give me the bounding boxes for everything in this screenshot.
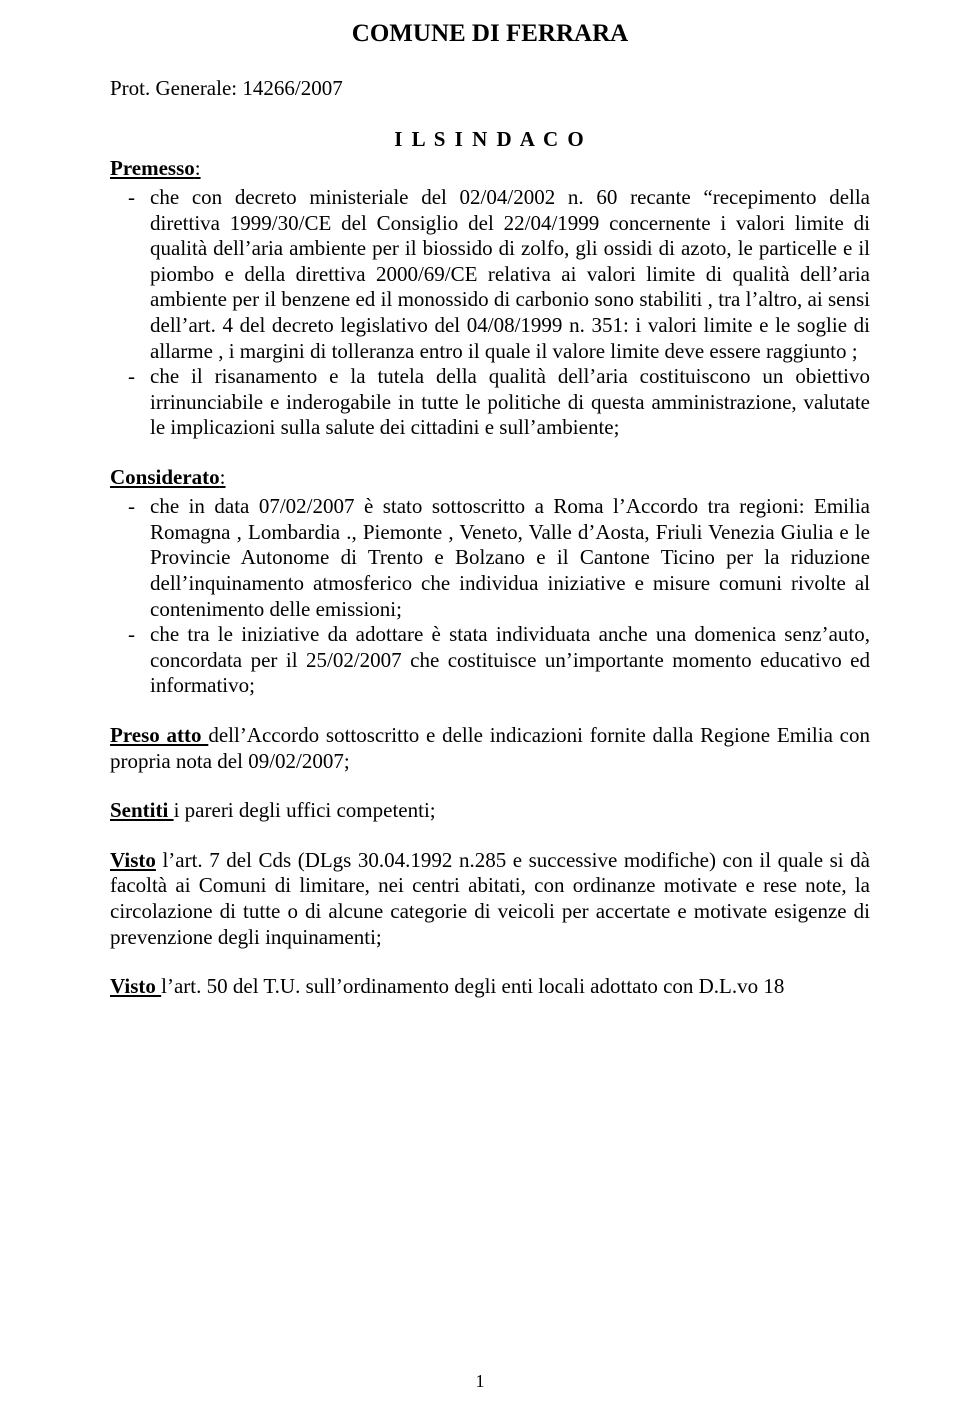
considerato-heading-text: Considerato: [110, 465, 220, 489]
premesso-heading-text: Premesso: [110, 156, 195, 180]
page-number: 1: [0, 1371, 960, 1392]
visto1-lead: Visto: [110, 848, 156, 872]
considerato-heading: Considerato:: [110, 465, 870, 490]
sentiti-rest: i pareri degli uffici competenti;: [174, 798, 436, 822]
protocol-line: Prot. Generale: 14266/2007: [110, 76, 870, 101]
document-page: COMUNE DI FERRARA Prot. Generale: 14266/…: [0, 0, 960, 1406]
list-item: che in data 07/02/2007 è stato sottoscri…: [150, 494, 870, 622]
preso-atto-rest: dell’Accordo sottoscritto e delle indica…: [110, 723, 870, 773]
considerato-list: che in data 07/02/2007 è stato sottoscri…: [110, 494, 870, 699]
visto2-paragraph: Visto l’art. 50 del T.U. sull’ordinament…: [110, 974, 870, 1000]
preso-atto-lead: Preso atto: [110, 723, 208, 747]
visto1-rest: l’art. 7 del Cds (DLgs 30.04.1992 n.285 …: [110, 848, 870, 949]
list-item: che il risanamento e la tutela della qua…: [150, 364, 870, 441]
sentiti-lead: Sentiti: [110, 798, 174, 822]
visto1-paragraph: Visto l’art. 7 del Cds (DLgs 30.04.1992 …: [110, 848, 870, 950]
visto2-rest: l’art. 50 del T.U. sull’ordinamento degl…: [161, 974, 784, 998]
preso-atto-paragraph: Preso atto dell’Accordo sottoscritto e d…: [110, 723, 870, 774]
document-title: COMUNE DI FERRARA: [110, 20, 870, 48]
sentiti-paragraph: Sentiti i pareri degli uffici competenti…: [110, 798, 870, 824]
visto2-lead: Visto: [110, 974, 161, 998]
list-item: che con decreto ministeriale del 02/04/2…: [150, 185, 870, 364]
premesso-list: che con decreto ministeriale del 02/04/2…: [110, 185, 870, 441]
sindaco-heading: I L S I N D A C O: [110, 127, 870, 152]
premesso-heading: Premesso:: [110, 156, 870, 181]
list-item: che tra le iniziative da adottare è stat…: [150, 622, 870, 699]
